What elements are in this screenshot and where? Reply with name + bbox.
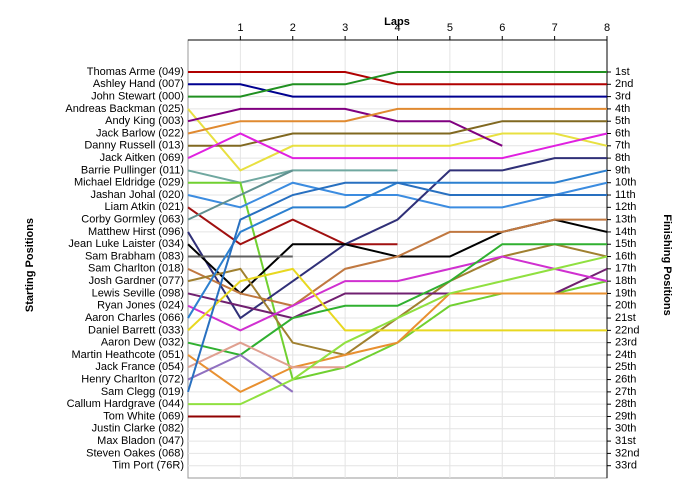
- y2-tick-label: 18th: [615, 275, 636, 287]
- y2-tick-label: 10th: [615, 177, 636, 189]
- y2-tick-label: 25th: [615, 361, 636, 373]
- driver-line: [187, 292, 607, 394]
- y2-tick-label: 19th: [615, 287, 636, 299]
- y-tick-label: Tim Port (76R): [112, 460, 184, 472]
- x-tick-label: 5: [447, 22, 453, 34]
- y-tick-label: Max Bladon (047): [97, 435, 184, 447]
- x-tick-label: 1: [237, 22, 243, 34]
- y-tick-label: Josh Gardner (077): [89, 275, 184, 287]
- x-tick-label: 7: [552, 22, 558, 34]
- y2-tick-label: 20th: [615, 300, 636, 312]
- y-tick-label: Sam Clegg (019): [101, 386, 184, 398]
- y-tick-label: Sam Brabham (083): [85, 250, 184, 262]
- y2-tick-label: 1st: [615, 66, 630, 78]
- y-tick-label: Aaron Charles (066): [85, 312, 184, 324]
- x-tick-label: 2: [290, 22, 296, 34]
- driver-line: [188, 83, 607, 98]
- y-tick-label: Justin Clarke (082): [92, 423, 184, 435]
- y2-tick-label: 27th: [615, 386, 636, 398]
- chart-title: Laps: [384, 16, 410, 28]
- y2-tick-label: 13th: [615, 214, 636, 226]
- y2-tick-label: 17th: [615, 263, 636, 275]
- driver-line: [187, 206, 398, 246]
- y-tick-label: Ashley Hand (007): [93, 78, 184, 90]
- y-tick-label: Henry Charlton (072): [81, 373, 184, 385]
- driver-line: [187, 255, 608, 332]
- driver-line: [187, 243, 607, 357]
- y-tick-label: Sam Charlton (018): [88, 263, 184, 275]
- y-tick-label: Aaron Dew (032): [101, 337, 184, 349]
- y-tick-label: Martin Heathcote (051): [72, 349, 185, 361]
- y2-tick-label: 11th: [615, 189, 636, 201]
- y-tick-label: Jack France (054): [95, 361, 184, 373]
- driver-line: [187, 353, 294, 393]
- y2-tick-label: 32nd: [615, 447, 639, 459]
- plot-area: Thomas Arme (049)Ashley Hand (007)John S…: [65, 22, 639, 479]
- y2-tick-label: 31st: [615, 435, 636, 447]
- y-tick-label: Ryan Jones (024): [97, 300, 184, 312]
- driver-line: [187, 181, 607, 393]
- y2-tick-label: 23rd: [615, 337, 637, 349]
- y-tick-label: Steven Oakes (068): [86, 447, 184, 459]
- driver-line: [187, 218, 607, 307]
- y-tick-label: Thomas Arme (049): [87, 66, 184, 78]
- y-tick-label: Tom White (069): [103, 410, 184, 422]
- y-tick-label: Jack Aitken (069): [100, 152, 184, 164]
- y2-tick-label: 21st: [615, 312, 636, 324]
- y-tick-label: Corby Gormley (063): [81, 214, 184, 226]
- driver-line: [187, 267, 607, 332]
- driver-line: [187, 341, 346, 369]
- driver-line: [187, 107, 503, 147]
- x-tick-label: 6: [499, 22, 505, 34]
- y2-tick-label: 14th: [615, 226, 636, 238]
- y-tick-label: Jashan Johal (020): [90, 189, 184, 201]
- y-tick-label: Daniel Barrett (033): [88, 324, 184, 336]
- driver-line: [187, 132, 608, 160]
- driver-line: [187, 169, 294, 221]
- y2-tick-label: 3rd: [615, 91, 631, 103]
- y-tick-label: Callum Hardgrave (044): [67, 398, 184, 410]
- y2-tick-label: 4th: [615, 103, 630, 115]
- y2-tick-label: 5th: [615, 115, 630, 127]
- y2-tick-label: 7th: [615, 140, 630, 152]
- y2-tick-label: 24th: [615, 349, 636, 361]
- y2-tick-label: 15th: [615, 238, 636, 250]
- x-tick-label: 8: [604, 22, 610, 34]
- y2-tick-label: 9th: [615, 164, 630, 176]
- y-tick-label: Matthew Hirst (096): [88, 226, 184, 238]
- y2-axis-title: Finishing Positions: [661, 214, 673, 315]
- y2-tick-label: 8th: [615, 152, 630, 164]
- driver-line: [188, 70, 607, 86]
- driver-line: [188, 255, 608, 406]
- y-tick-label: Andreas Backman (025): [65, 103, 184, 115]
- y-axis-title: Starting Positions: [24, 218, 36, 312]
- y2-tick-label: 28th: [615, 398, 636, 410]
- y2-tick-label: 6th: [615, 127, 630, 139]
- y-tick-label: Michael Eldridge (029): [74, 177, 184, 189]
- y-tick-label: Barrie Pullinger (011): [81, 164, 184, 176]
- x-tick-label: 4: [394, 22, 400, 34]
- y2-tick-label: 29th: [615, 410, 636, 422]
- y-tick-label: Andy King (003): [105, 115, 184, 127]
- y2-tick-label: 2nd: [615, 78, 633, 90]
- y-tick-label: John Stewart (000): [91, 91, 184, 103]
- y2-tick-label: 33rd: [615, 460, 637, 472]
- y-tick-label: Lewis Seville (098): [92, 287, 184, 299]
- driver-line: [188, 70, 607, 98]
- y-tick-label: Jean Luke Laister (034): [68, 238, 184, 250]
- driver-line: [187, 108, 608, 172]
- y2-tick-label: 26th: [615, 373, 636, 385]
- driver-line: [187, 181, 608, 209]
- x-tick-label: 3: [342, 22, 348, 34]
- y2-tick-label: 12th: [615, 201, 636, 213]
- driver-line: [187, 157, 607, 320]
- y2-tick-label: 30th: [615, 423, 636, 435]
- y-tick-label: Danny Russell (013): [84, 140, 184, 152]
- y-tick-label: Liam Atkin (021): [105, 201, 184, 213]
- y2-tick-label: 22nd: [615, 324, 639, 336]
- y2-tick-label: 16th: [615, 250, 636, 262]
- y-tick-label: Jack Barlow (022): [96, 127, 184, 139]
- driver-line: [187, 107, 607, 135]
